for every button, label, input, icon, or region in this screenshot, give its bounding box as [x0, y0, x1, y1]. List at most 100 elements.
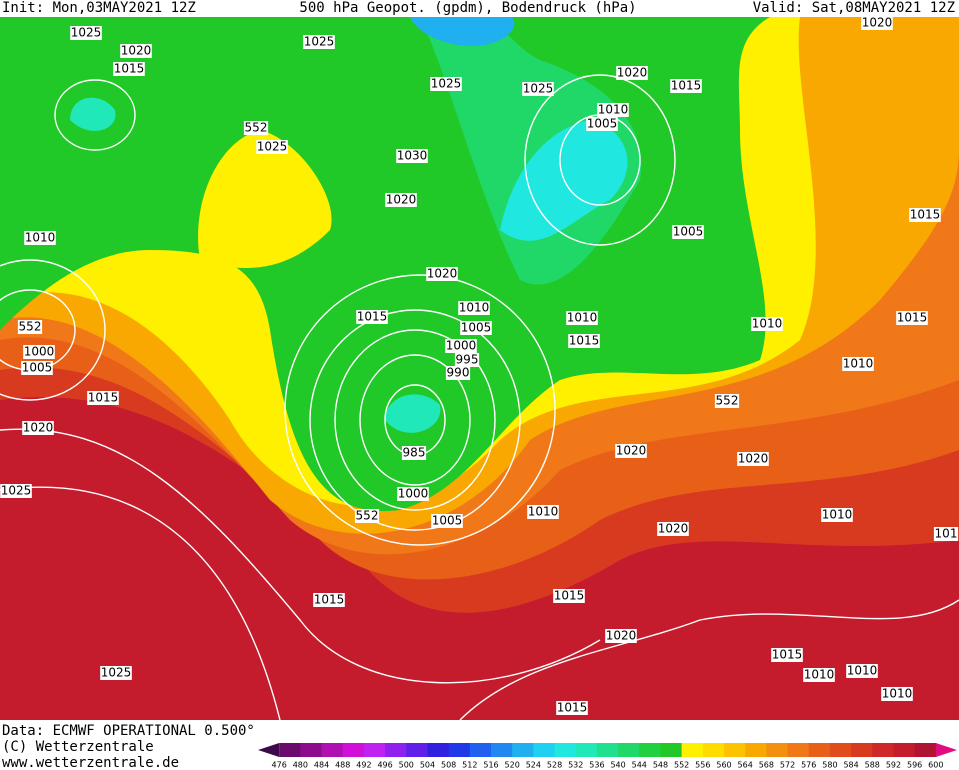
label-background	[430, 77, 462, 91]
contour-label: 1020	[658, 522, 689, 536]
colorbar-label: 560	[716, 761, 731, 770]
contour-label: 1015	[554, 589, 585, 603]
contour-labels: 1025 1020 1015 1025 1025 1025 1020 1015 1020 1010…	[0, 16, 959, 715]
label-background	[17, 320, 43, 334]
contour-label: 552	[716, 394, 739, 408]
label-background	[401, 446, 427, 460]
label-background	[458, 301, 490, 315]
contour-label: 1025	[431, 77, 462, 91]
contour-label: 1025	[523, 82, 554, 96]
colorbar-label: 600	[928, 761, 943, 770]
colorbar-swatch	[745, 743, 767, 757]
colorbar-swatch	[385, 743, 407, 757]
label-background	[356, 310, 388, 324]
contour-label: 552	[19, 320, 42, 334]
label-background	[87, 391, 119, 405]
contour-label: 1025	[101, 666, 132, 680]
label-background	[460, 321, 492, 335]
contour-label: 101	[935, 527, 958, 541]
colorbar-swatch	[829, 743, 852, 757]
label-background	[568, 334, 600, 348]
colorbar-swatch	[512, 743, 534, 757]
colorbar-swatch	[406, 743, 428, 757]
colorbar-label: 492	[356, 761, 371, 770]
label-background	[354, 509, 380, 523]
colorbar-swatch	[363, 743, 386, 757]
contour-label: 1010	[847, 664, 878, 678]
label-background	[846, 664, 878, 678]
contour-label: 1020	[121, 44, 152, 58]
contour-label: 990	[447, 366, 470, 380]
label-background	[803, 668, 835, 682]
contour-label: 1010	[843, 357, 874, 371]
isobars	[0, 74, 959, 720]
colorbar: 476 480 484 488 492 496 500 504 508 512 516 520 524 5…	[258, 743, 957, 770]
colorbar-label: 572	[780, 761, 795, 770]
contour-label: 1025	[257, 140, 288, 154]
copyright: (C) Wetterzentrale	[2, 739, 154, 755]
contour-label: 1020	[738, 452, 769, 466]
colorbar-label: 504	[420, 761, 435, 770]
colorbar-swatch	[533, 743, 556, 757]
contour-label: 1020	[862, 16, 893, 30]
label-background	[771, 648, 803, 662]
contour-label: 1030	[397, 149, 428, 163]
colorbar-label: 588	[865, 761, 880, 770]
label-background	[657, 522, 689, 536]
valid-time: Valid: Sat,08MAY2021 12Z	[753, 0, 955, 16]
colorbar-swatch	[935, 743, 957, 757]
colorbar-label: 576	[801, 761, 816, 770]
contour-label: 1000	[398, 487, 429, 501]
colorbar-label: 536	[589, 761, 604, 770]
colorbar-swatch	[258, 743, 280, 757]
colorbar-swatch	[596, 743, 619, 757]
colorbar-swatch	[851, 743, 873, 757]
init-time: Init: Mon,03MAY2021 12Z	[2, 0, 196, 16]
label-background	[426, 267, 458, 281]
label-background	[670, 79, 702, 93]
contour-label: 1015	[88, 391, 119, 405]
contour-label: 1005	[461, 321, 492, 335]
colorbar-swatch	[469, 743, 492, 757]
label-background	[881, 687, 913, 701]
colorbar-swatch	[618, 743, 640, 757]
label-background	[22, 421, 54, 435]
label-background	[397, 487, 429, 501]
colorbar-label: 512	[462, 761, 477, 770]
label-background	[23, 345, 55, 359]
data-source: Data: ECMWF OPERATIONAL 0.500°	[2, 723, 255, 739]
colorbar-swatch	[893, 743, 916, 757]
contour-label: 1010	[598, 103, 629, 117]
colorbar-label: 556	[695, 761, 710, 770]
contour-label: 1020	[23, 421, 54, 435]
contour-label: 1015	[314, 593, 345, 607]
colorbar-swatch	[427, 743, 450, 757]
label-background	[445, 339, 477, 353]
contour-label: 1025	[304, 35, 335, 49]
contour-label: 1020	[617, 66, 648, 80]
contour-label: 1005	[587, 117, 618, 131]
label-background	[896, 311, 928, 325]
colorbar-label: 516	[483, 761, 498, 770]
contour-label: 552	[356, 509, 379, 523]
colorbar-swatch	[660, 743, 683, 757]
colorbar-label: 568	[759, 761, 774, 770]
colorbar-label: 484	[314, 761, 329, 770]
label-background	[21, 361, 53, 375]
colorbar-label: 544	[632, 761, 647, 770]
contour-label: 1015	[557, 701, 588, 715]
label-background	[243, 121, 269, 135]
contour-label: 1025	[1, 484, 32, 498]
label-background	[556, 701, 588, 715]
label-background	[431, 514, 463, 528]
colorbar-swatch	[787, 743, 810, 757]
label-background	[396, 149, 428, 163]
contour-label: 1020	[616, 444, 647, 458]
colorbar-label: 596	[907, 761, 922, 770]
contour-label: 1015	[772, 648, 803, 662]
colorbar-label: 552	[674, 761, 689, 770]
label-background	[566, 311, 598, 325]
contour-label: 1015	[671, 79, 702, 93]
label-background	[522, 82, 554, 96]
label-background	[861, 16, 893, 30]
